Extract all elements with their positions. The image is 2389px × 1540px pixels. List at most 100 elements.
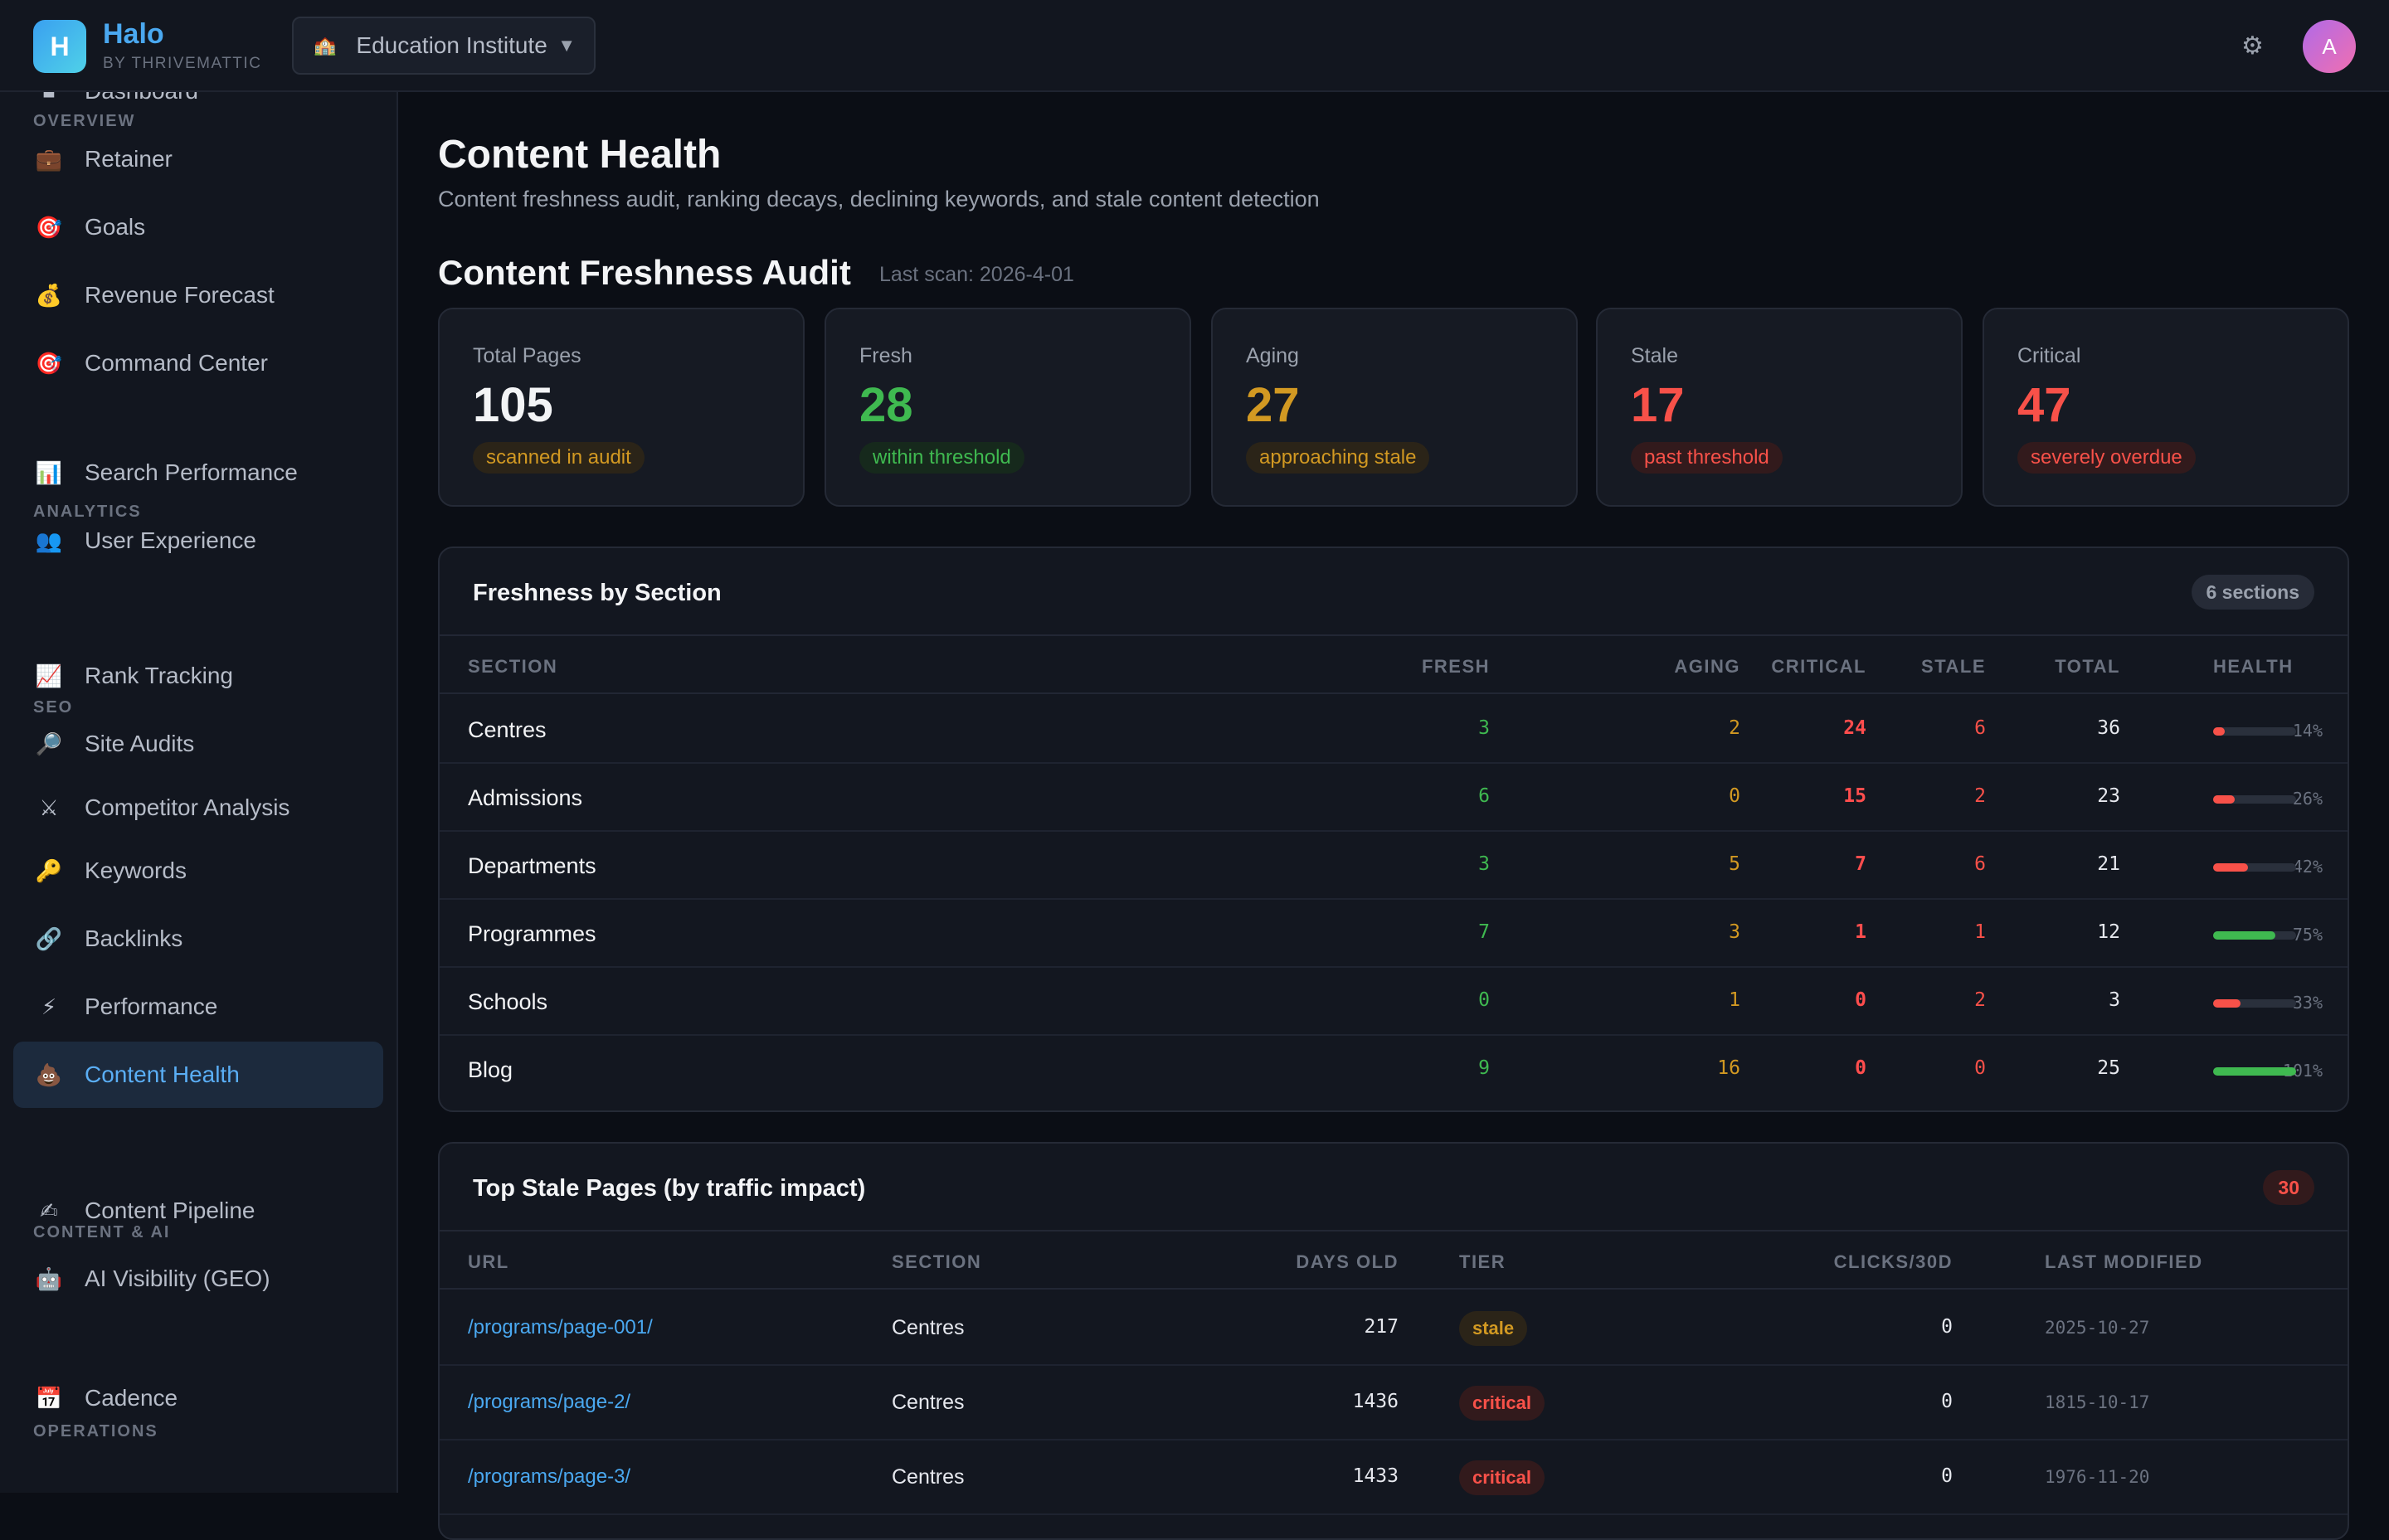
table-row[interactable]: /programs/page-2/Centres 1436 0 1815-10-17 c… <box>440 1366 2348 1440</box>
table-row[interactable]: /programs/page-001/Centres 217 0 2025-10-27… <box>440 1291 2348 1366</box>
column-header-health: HEALTH <box>2213 656 2294 677</box>
sidebar-item-competitor-analysis[interactable]: ⚔ Competitor Analysis <box>13 775 383 841</box>
trend-chart-icon: 📈 <box>35 663 63 688</box>
critical-count: 15 <box>1843 785 1866 807</box>
logo-letter: H <box>50 31 70 61</box>
sidebar-item-label: Performance <box>85 993 218 1019</box>
sections-count-badge: 6 sections <box>2191 575 2314 610</box>
briefcase-icon: 💼 <box>35 146 63 172</box>
stat-value: 17 <box>1631 378 1685 432</box>
sidebar-item-label: Content Health <box>85 1061 240 1087</box>
robot-icon: 🤖 <box>35 1266 63 1291</box>
table-row[interactable]: Centres 3 2 6 24 36 14% <box>440 696 2348 764</box>
tier-badge: stale <box>1459 1311 1528 1346</box>
section-name: Schools <box>468 989 548 1014</box>
sidebar-item-revenue-forecast[interactable]: 💰 Revenue Forecast <box>13 262 383 328</box>
column-header-clicks: CLICKS/30D <box>1833 1251 1953 1272</box>
table-row[interactable]: Schools 0 1 2 0 3 33% <box>440 968 2348 1036</box>
sidebar-item-retainer[interactable]: 💼 Retainer <box>13 126 383 192</box>
stale-count: 6 <box>1974 717 1986 739</box>
total-count: 36 <box>2097 717 2120 739</box>
sidebar-item-label: Search Performance <box>85 459 298 485</box>
avatar-letter: A <box>2322 33 2337 59</box>
stat-card-fresh: Fresh 28 within threshold <box>825 308 1191 507</box>
sidebar-item-performance[interactable]: ⚡ Performance <box>13 974 383 1040</box>
critical-count: 0 <box>1855 1057 1866 1079</box>
health-bar-fill <box>2213 863 2248 872</box>
sidebar-item-command-center[interactable]: 🎯 Command Center <box>13 330 383 396</box>
health-bar <box>2213 863 2296 872</box>
page-title: Content Health <box>438 133 722 177</box>
square-icon: ■ <box>35 92 63 104</box>
avatar[interactable]: A <box>2303 20 2356 73</box>
stat-value: 28 <box>859 378 913 432</box>
freshness-by-section-panel: Freshness by Section 6 sections SECTION … <box>438 547 2349 1112</box>
aging-count: 5 <box>1729 853 1740 875</box>
page-section: Centres <box>892 1316 965 1339</box>
health-bar <box>2213 1067 2296 1076</box>
table-row[interactable]: Programmes 7 3 1 1 12 75% <box>440 900 2348 968</box>
health-percent: 42% <box>2292 857 2323 877</box>
stale-count: 6 <box>1974 853 1986 875</box>
sidebar-item-content-pipeline[interactable]: ✍ Content Pipeline <box>13 1178 383 1244</box>
sidebar-item-rank-tracking[interactable]: 📈 Rank Tracking <box>13 643 383 709</box>
sidebar-item-content-health[interactable]: 💩 Content Health <box>13 1042 383 1108</box>
stat-label: Stale <box>1631 344 1678 367</box>
clicks-30d: 0 <box>1941 1465 1953 1487</box>
column-header-critical-label: CRITICAL <box>1771 656 1866 677</box>
stat-value: 105 <box>473 378 553 432</box>
stat-value: 27 <box>1246 378 1300 432</box>
sidebar-item-label: Cadence <box>85 1385 178 1411</box>
sidebar-item-label: Retainer <box>85 146 173 172</box>
health-percent: 26% <box>2292 789 2323 809</box>
panel-header: Freshness by Section 6 sections <box>440 548 2348 636</box>
aging-count: 2 <box>1729 717 1740 739</box>
sidebar-item-goals[interactable]: 🎯 Goals <box>13 194 383 260</box>
last-scan-text: Last scan: 2026-4-01 <box>879 263 1074 286</box>
column-header-aging: AGING <box>1674 656 1740 677</box>
table-row[interactable]: Admissions 6 0 2 15 23 26% <box>440 764 2348 832</box>
page-url-link[interactable]: /programs/page-3/ <box>468 1465 631 1488</box>
logo[interactable]: H <box>33 20 86 73</box>
main-content: Content Health Content freshness audit, … <box>400 92 2389 1540</box>
sidebar-item-label: Site Audits <box>85 731 195 756</box>
column-header-days-old: DAYS OLD <box>1296 1251 1399 1272</box>
total-count: 12 <box>2097 921 2120 943</box>
stale-count: 1 <box>1974 921 1986 943</box>
stale-count: 2 <box>1974 785 1986 807</box>
stale-count-badge: 30 <box>2263 1170 2314 1205</box>
crossed-swords-icon: ⚔ <box>39 794 59 820</box>
calendar-icon: 📅 <box>35 1385 63 1411</box>
health-percent: 75% <box>2292 925 2323 945</box>
stat-pill: approaching stale <box>1246 442 1430 474</box>
sidebar-item-label: AI Visibility (GEO) <box>85 1266 270 1291</box>
column-header-section: SECTION <box>468 656 558 677</box>
chevron-down-icon: ▼ <box>557 35 576 56</box>
sidebar-item-backlinks[interactable]: 🔗 Backlinks <box>13 906 383 972</box>
sidebar-item-site-audits[interactable]: 🔎 Site Audits <box>13 711 383 777</box>
gear-icon[interactable]: ⚙ <box>2241 32 2264 60</box>
sidebar-item-cadence[interactable]: 📅 Cadence <box>13 1365 383 1431</box>
page-url-link[interactable]: /programs/page-2/ <box>468 1391 631 1413</box>
panel-title: Freshness by Section <box>473 580 722 606</box>
sidebar-item-label: Backlinks <box>85 925 183 951</box>
stat-label: Total Pages <box>473 344 581 367</box>
target-icon: 🎯 <box>35 350 63 376</box>
table-row[interactable]: Departments 3 5 6 7 21 42% <box>440 832 2348 900</box>
sidebar-item-ai-visibility-geo[interactable]: 🤖 AI Visibility (GEO) <box>13 1246 383 1312</box>
sidebar-item-label: Dashboard <box>85 92 198 104</box>
page-url-link[interactable]: /programs/page-001/ <box>468 1316 653 1338</box>
bar-chart-icon: 📊 <box>35 459 63 485</box>
table-row[interactable]: /programs/page-3/Centres 1433 0 1976-11-20 c… <box>440 1440 2348 1515</box>
page-section: Centres <box>892 1465 965 1489</box>
fresh-count: 0 <box>1478 989 1490 1011</box>
sidebar-item-keywords[interactable]: 🔑 Keywords <box>13 838 383 904</box>
sidebar-item-search-performance[interactable]: 📊 Search Performance <box>13 440 383 506</box>
organization-select[interactable]: 🏫 Education Institute ▼ <box>292 17 596 75</box>
section-name: Departments <box>468 853 596 878</box>
sidebar-item-user-experience[interactable]: 👥 User Experience <box>13 508 383 574</box>
sidebar-item-dashboard[interactable]: ■ Dashboard <box>13 92 383 124</box>
stat-label: Fresh <box>859 344 912 367</box>
table-row[interactable]: Blog 9 16 0 0 25 101% <box>440 1036 2348 1104</box>
last-modified: 2025-10-27 <box>2045 1318 2150 1338</box>
